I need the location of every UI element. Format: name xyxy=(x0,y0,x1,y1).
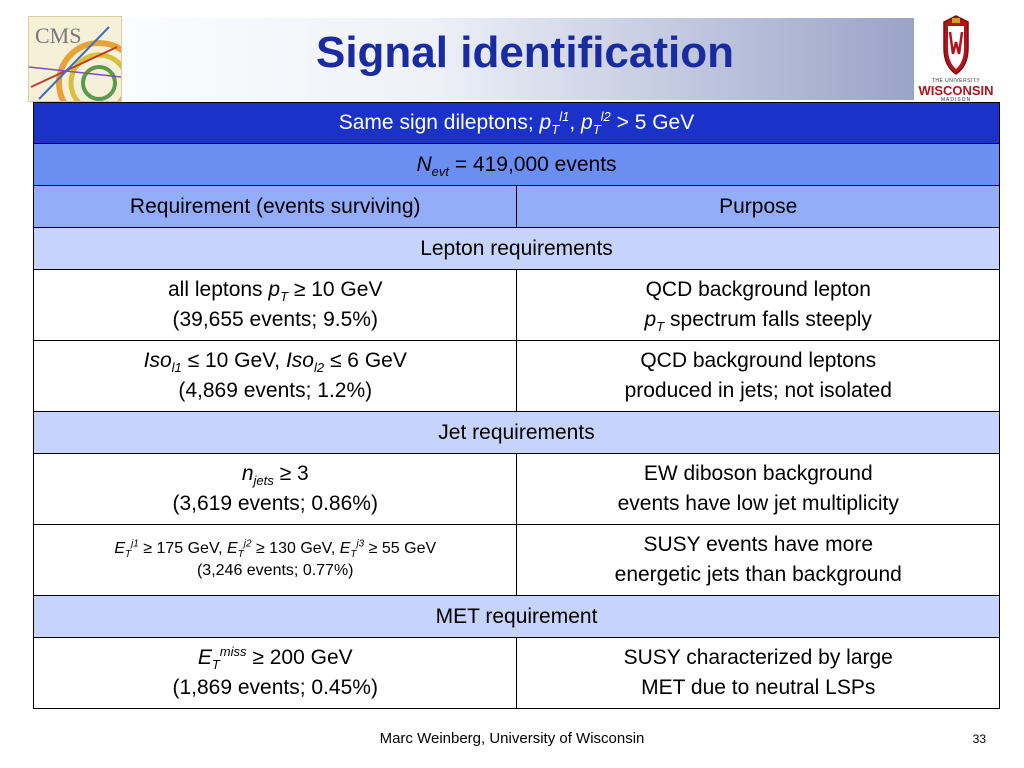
uw-crest-icon xyxy=(943,15,969,75)
table-title-row: Same sign dileptons; pTl1, pTl2 > 5 GeV xyxy=(33,102,1000,144)
section-label-met: MET requirement xyxy=(33,595,1000,638)
section-row-lepton: Lepton requirements xyxy=(33,227,1000,270)
table-row-njets: njets ≥ 3 (3,619 events; 0.86%) EW dibos… xyxy=(32,453,1000,525)
header-row: Requirement (events surviving) Purpose xyxy=(32,185,1000,228)
requirement-cell: all leptons pT ≥ 10 GeV (39,655 events; … xyxy=(32,269,518,341)
purpose-cell: SUSY characterized by large MET due to n… xyxy=(516,637,1000,709)
section-row-jet: Jet requirements xyxy=(33,411,1000,454)
cms-logo-text: CMS xyxy=(35,23,82,48)
section-label-jet: Jet requirements xyxy=(33,411,1000,454)
requirement-cell: ETmiss ≥ 200 GeV (1,869 events; 0.45%) xyxy=(32,637,518,709)
cms-logo-graphic xyxy=(29,26,121,101)
requirement-cell: ETj1 ≥ 175 GeV, ETj2 ≥ 130 GeV, ETj3 ≥ 5… xyxy=(32,524,518,596)
table-row-isolation: Isol1 ≤ 10 GeV, Isol2 ≤ 6 GeV (4,869 eve… xyxy=(32,340,1000,412)
uw-logo-name: WISCONSIN xyxy=(918,83,994,98)
purpose-cell: SUSY events have more energetic jets tha… xyxy=(516,524,1000,596)
header-purpose: Purpose xyxy=(516,185,1000,228)
cms-logo: CMS xyxy=(28,16,122,102)
requirement-cell: njets ≥ 3 (3,619 events; 0.86%) xyxy=(32,453,518,525)
page-number: 33 xyxy=(972,732,986,746)
signal-identification-table: Same sign dileptons; pTl1, pTl2 > 5 GeV … xyxy=(32,102,1000,709)
uw-logo-line1: THE UNIVERSITY xyxy=(931,78,981,84)
uw-logo-line3: MADISON xyxy=(940,97,972,103)
title-banner xyxy=(36,18,914,100)
slide-title: Signal identification xyxy=(315,28,735,77)
table-row-pt-leptons: all leptons pT ≥ 10 GeV (39,655 events; … xyxy=(32,269,1000,341)
slide-footer: Marc Weinberg, University of Wisconsin xyxy=(379,730,645,747)
table-row-jet-et: ETj1 ≥ 175 GeV, ETj2 ≥ 130 GeV, ETj3 ≥ 5… xyxy=(32,524,1000,596)
uw-logo: THE UNIVERSITY WISCONSIN MADISON xyxy=(914,14,998,103)
nevt-row: Nevt = 419,000 events xyxy=(33,143,1000,186)
section-row-met: MET requirement xyxy=(33,595,1000,638)
nevt-cell: Nevt = 419,000 events xyxy=(33,143,1000,186)
table-row-met: ETmiss ≥ 200 GeV (1,869 events; 0.45%) S… xyxy=(32,637,1000,709)
section-label-lepton: Lepton requirements xyxy=(33,227,1000,270)
purpose-cell: EW diboson background events have low je… xyxy=(516,453,1000,525)
selection-cell: Same sign dileptons; pTl1, pTl2 > 5 GeV xyxy=(33,102,1000,144)
purpose-cell: QCD background leptons produced in jets;… xyxy=(516,340,1000,412)
purpose-cell: QCD background lepton pT spectrum falls … xyxy=(516,269,1000,341)
header-requirement: Requirement (events surviving) xyxy=(32,185,518,228)
requirement-cell: Isol1 ≤ 10 GeV, Isol2 ≤ 6 GeV (4,869 eve… xyxy=(32,340,518,412)
